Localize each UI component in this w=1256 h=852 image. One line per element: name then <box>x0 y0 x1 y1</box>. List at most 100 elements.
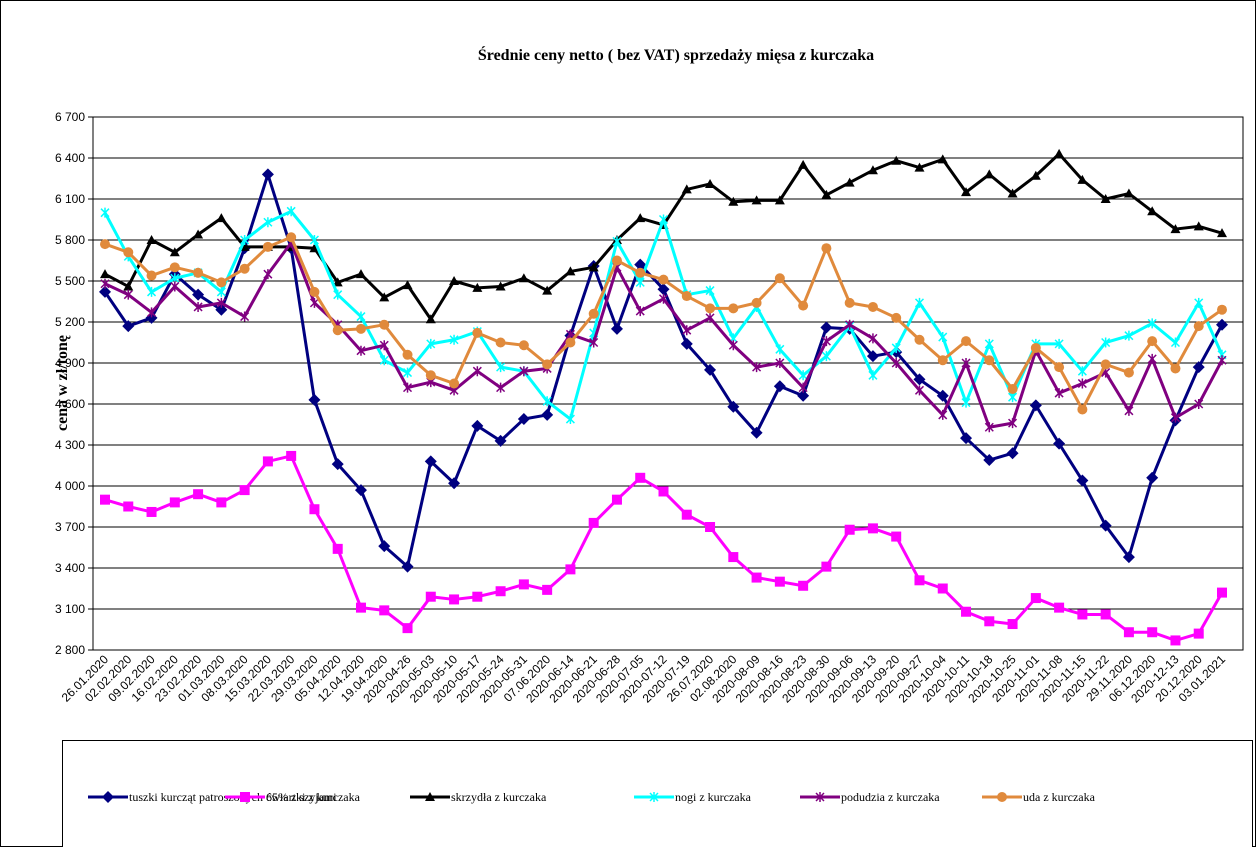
y-tick-label: 5 800 <box>55 233 85 247</box>
marker <box>997 792 1007 802</box>
marker <box>309 235 319 245</box>
marker <box>1192 361 1205 374</box>
marker <box>309 243 320 253</box>
marker <box>1054 602 1065 613</box>
marker <box>1194 399 1204 409</box>
marker <box>495 337 506 348</box>
marker <box>332 543 343 554</box>
marker <box>658 274 669 285</box>
marker <box>402 382 413 393</box>
marker <box>1029 399 1042 412</box>
marker <box>240 311 250 322</box>
marker <box>495 586 506 597</box>
marker <box>518 340 529 351</box>
marker <box>286 232 297 243</box>
marker <box>332 277 343 287</box>
marker <box>1194 297 1204 308</box>
marker <box>1007 188 1018 198</box>
marker <box>891 312 902 323</box>
marker <box>262 241 273 252</box>
marker <box>449 334 459 345</box>
marker <box>100 278 110 289</box>
marker <box>472 282 483 292</box>
marker <box>1170 337 1180 348</box>
marker <box>1193 628 1204 639</box>
marker <box>1077 609 1088 620</box>
marker <box>961 336 972 347</box>
marker <box>239 485 250 496</box>
marker <box>1217 355 1227 366</box>
marker <box>448 477 461 490</box>
marker <box>332 325 343 336</box>
marker <box>170 281 180 292</box>
marker <box>821 243 832 254</box>
marker <box>1217 304 1227 315</box>
y-tick-label: 6 400 <box>55 151 85 165</box>
marker <box>147 307 157 318</box>
marker <box>936 389 949 402</box>
marker <box>751 297 762 308</box>
marker <box>379 340 389 351</box>
marker <box>100 494 110 505</box>
marker <box>355 602 366 613</box>
marker <box>472 366 482 377</box>
marker <box>1124 405 1134 416</box>
marker <box>867 523 878 534</box>
marker <box>1006 447 1019 460</box>
marker <box>402 349 413 360</box>
marker <box>750 426 763 439</box>
marker <box>309 297 319 308</box>
y-tick-label: 3 700 <box>55 520 85 534</box>
marker <box>798 382 808 393</box>
marker <box>379 319 390 330</box>
plot-area <box>92 116 1244 651</box>
marker <box>1054 362 1065 373</box>
marker <box>1124 330 1134 341</box>
marker <box>356 311 366 322</box>
marker <box>984 338 994 349</box>
marker <box>496 382 506 393</box>
marker <box>612 236 622 247</box>
marker <box>913 373 926 386</box>
marker <box>821 336 831 347</box>
marker <box>821 351 831 362</box>
y-tick-label: 5 500 <box>55 274 85 288</box>
marker <box>169 497 180 508</box>
marker <box>610 322 623 335</box>
marker <box>635 472 646 483</box>
marker <box>960 432 973 445</box>
marker <box>542 359 553 370</box>
marker <box>681 509 692 520</box>
marker <box>123 501 134 512</box>
marker <box>727 400 740 413</box>
marker <box>891 155 902 165</box>
marker <box>868 333 878 344</box>
marker <box>192 288 205 301</box>
marker <box>611 255 622 266</box>
marker <box>914 162 925 172</box>
marker <box>774 195 785 205</box>
marker <box>1122 551 1135 564</box>
marker <box>797 389 810 402</box>
marker <box>355 269 366 279</box>
marker <box>961 397 971 408</box>
marker <box>286 450 297 461</box>
marker <box>100 239 110 250</box>
marker <box>309 286 320 297</box>
marker <box>914 575 925 586</box>
marker <box>425 591 436 602</box>
marker <box>519 366 529 377</box>
marker <box>798 300 809 311</box>
marker <box>728 196 739 206</box>
marker <box>1077 366 1087 377</box>
series <box>100 450 1227 646</box>
marker <box>1123 627 1134 638</box>
marker <box>798 580 809 591</box>
marker <box>775 344 785 355</box>
marker <box>1007 619 1018 630</box>
marker <box>815 792 825 802</box>
marker <box>263 269 273 280</box>
marker <box>356 345 366 356</box>
marker <box>123 281 134 291</box>
marker <box>984 169 995 179</box>
